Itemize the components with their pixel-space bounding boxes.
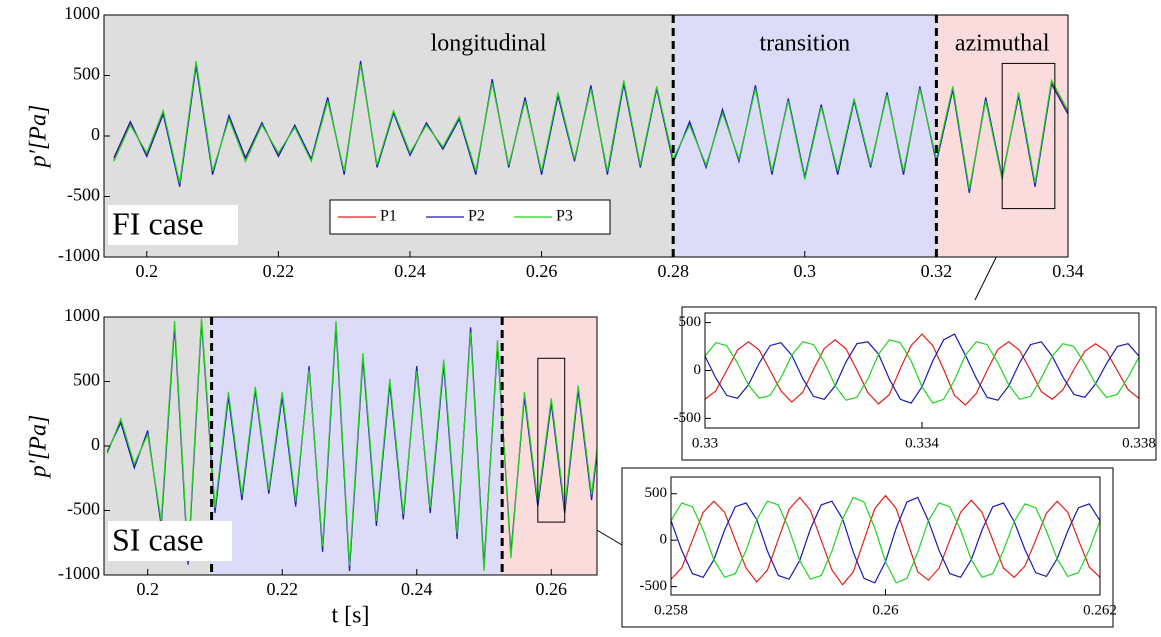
annotation-box — [108, 521, 232, 561]
signal-line — [671, 496, 1100, 584]
x-tick-label: 0.24 — [401, 579, 433, 599]
signal-line — [705, 339, 1139, 404]
x-tick-label: 0.24 — [394, 261, 426, 281]
x-tick-label: 0.26 — [872, 602, 899, 618]
legend-label: P1 — [380, 208, 397, 225]
y-tick-label: 500 — [73, 370, 100, 390]
region-label: longitudinal — [431, 31, 547, 57]
annotation: FI case — [112, 205, 204, 241]
x-tick-label: 0.258 — [654, 602, 688, 618]
x-tick-label: 0.33 — [692, 435, 718, 451]
y-tick-label: -1000 — [58, 563, 100, 583]
y-tick-label: 500 — [645, 485, 668, 501]
x-tick-label: 0.26 — [536, 579, 568, 599]
y-tick-label: -500 — [67, 499, 100, 519]
x-tick-label: 0.22 — [266, 579, 298, 599]
x-tick-label: 0.3 — [794, 261, 817, 281]
y-tick-label: -500 — [67, 185, 100, 205]
region — [502, 317, 597, 575]
legend-label: P3 — [556, 208, 573, 225]
x-tick-label: 0.2 — [136, 261, 159, 281]
annotation-box — [108, 205, 238, 245]
y-tick-label: 500 — [73, 64, 100, 84]
zoom-box — [1001, 62, 1056, 210]
x-tick-label: 0.34 — [1052, 261, 1084, 281]
y-tick-label: 0 — [91, 124, 100, 144]
x-tick-label: 0.2 — [136, 579, 159, 599]
annotation: SI case — [112, 521, 204, 557]
region — [673, 15, 937, 257]
x-axis-label: t [s] — [332, 603, 370, 629]
region-label: transition — [759, 31, 850, 57]
zoom-box — [537, 357, 566, 523]
x-tick-label: 0.338 — [1122, 435, 1156, 451]
y-tick-label: -1000 — [58, 245, 100, 265]
y-tick-label: 1000 — [64, 305, 100, 325]
y-tick-label: -500 — [640, 578, 668, 594]
y-tick-label: -500 — [674, 410, 702, 426]
plot-background — [671, 477, 1100, 595]
legend-label: P2 — [468, 208, 485, 225]
y-axis-label: p′[Pa] — [26, 415, 52, 480]
region-label: azimuthal — [955, 31, 1050, 57]
x-tick-label: 0.28 — [657, 261, 689, 281]
x-tick-label: 0.26 — [526, 261, 558, 281]
signal-line — [106, 318, 597, 572]
y-tick-label: 500 — [679, 314, 702, 330]
x-tick-label: 0.22 — [263, 261, 295, 281]
x-tick-label: 0.334 — [905, 435, 939, 451]
x-tick-label: 0.262 — [1083, 602, 1117, 618]
plot-background — [705, 313, 1139, 428]
signal-line — [113, 60, 1068, 190]
x-tick-label: 0.32 — [921, 261, 953, 281]
y-tick-label: 0 — [694, 362, 702, 378]
y-tick-label: 0 — [660, 532, 668, 548]
legend-box — [329, 199, 611, 235]
y-tick-label: 0 — [91, 434, 100, 454]
y-axis-label: p′[Pa] — [26, 105, 52, 170]
y-tick-label: 1000 — [64, 3, 100, 23]
